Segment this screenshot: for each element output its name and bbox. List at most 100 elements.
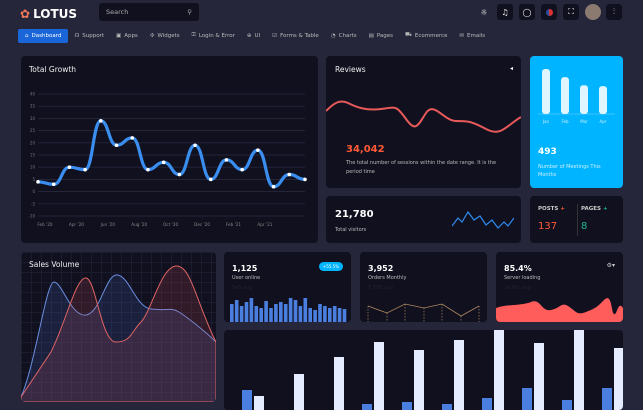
month-label: Apr [600,119,607,124]
online-bar [230,304,234,322]
x-tick-label: Feb '21 [226,222,242,227]
orders-label: Orders Monthly [368,275,407,281]
logo[interactable]: ✿ LOTUS [20,7,78,21]
nav-item-forms-table[interactable]: ☑ Forms & Table [266,29,325,43]
card-title: Reviews [335,65,366,74]
white-bar [414,350,424,410]
meeting-bar [599,86,607,114]
online-value: 1,125 [232,264,258,273]
online-bar [234,300,239,322]
white-bar [534,343,544,410]
data-point [256,148,260,152]
card-title: Total Growth [29,65,77,74]
server-label: Server loading [504,275,541,281]
bell-icon[interactable]: ♫ [497,4,513,20]
card-title: Sales Volume [29,260,80,269]
white-bar [614,348,623,410]
nav-item-label: Widgets [157,32,180,39]
y-tick-label: -10 [28,214,35,219]
nav-item-widgets[interactable]: ✣ Widgets [144,29,186,43]
pages-icon: ▤ [368,32,374,39]
white-bar [294,374,304,410]
meetings-label: Number of Meetings This Months [538,164,601,178]
main-nav: ⌂ Dashboard ☊ Support ▣ Apps ✣ Widgets ⚿ Login & … [18,28,491,43]
month-label: Feb [561,119,569,124]
data-point [99,119,103,123]
bottom-bar-chart-card [224,330,623,410]
y-tick-label: -5 [31,201,35,206]
settings-sliders-icon[interactable]: ⫶ [606,4,622,20]
lotus-icon: ✿ [20,7,31,21]
nav-item-label: Emails [467,32,486,39]
online-bar [318,304,322,322]
nav-item-label: Support [82,32,104,39]
search-input[interactable]: Search ⚲ [99,3,199,21]
nav-item-ecommerce[interactable]: ⛟ Ecommerce [399,28,453,43]
visitors-value: 21,780 [335,209,374,220]
online-bar [279,302,283,322]
reviews-card: Reviews ◂ 34,042 The total number of ses… [326,56,521,188]
y-tick-label: 20 [30,140,36,145]
bottom-bar-chart [242,330,623,410]
meetings-card: Jan Feb Mar Apr 493 Number of Meetings This… [530,56,623,188]
visitors-label: Total visitors [335,227,367,233]
nav-item-login-error[interactable]: ⚿ Login & Error [186,28,241,43]
orders-line-chart [367,303,480,322]
nav-item-pages[interactable]: ▤ Pages [363,29,399,43]
nav-item-ui[interactable]: ⊕ UI [241,29,266,43]
nav-item-apps[interactable]: ▣ Apps [110,29,144,43]
online-bar [244,302,249,322]
meeting-bar [542,69,550,114]
fullscreen-icon[interactable]: ⛶ [563,4,579,20]
add-post-icon[interactable]: + [560,206,565,212]
reviews-value: 34,042 [346,144,385,155]
blue-bar [442,404,452,410]
online-bar [342,309,347,322]
reviews-desc: The total number of sessions within the … [346,160,497,175]
online-bar [239,306,244,322]
data-point [146,167,150,172]
chat-icon[interactable]: ◯ [519,4,535,20]
online-bar [293,300,298,322]
server-value: 85.4% [504,264,532,273]
orders-avg: 9,758 avg [368,285,394,291]
blue-bar [562,400,572,410]
add-page-icon[interactable]: + [602,206,608,212]
online-bar [254,306,259,322]
blue-bar [362,404,372,410]
sales-volume-card: Sales Volume [21,252,216,402]
data-point [177,172,182,177]
gear-dropdown-icon[interactable]: ⚙▾ [606,262,615,269]
data-point [208,177,213,182]
apps-icon: ▣ [115,32,122,39]
x-tick-label: Dec '20 [194,222,210,227]
nav-item-emails[interactable]: ✉ Emails [453,29,491,43]
widgets-icon: ✣ [149,32,155,39]
flag-icon[interactable] [541,4,557,20]
nav-item-support[interactable]: ☊ Support [68,29,110,43]
orders-value: 3,952 [368,264,394,273]
total-growth-card: Total Growth 40 35 30 25 20 15 10 5 0 -5 -10 Feb '2… [21,56,318,243]
posts-value: 137 [538,221,558,232]
server-area-chart [496,298,623,322]
online-bar [249,298,254,322]
mail-icon: ✉ [459,32,465,39]
chart-icon: ◔ [330,32,336,39]
nav-item-label: Login & Error [198,32,235,39]
data-point [287,172,292,177]
cart-icon: ⛟ [405,32,412,38]
online-bar [313,310,317,322]
data-point [193,143,197,148]
nav-item-charts[interactable]: ◔ Charts [325,29,363,43]
online-bar-chart [230,298,347,322]
avatar[interactable] [585,4,601,20]
nav-item-dashboard[interactable]: ⌂ Dashboard [18,28,69,43]
y-tick-label: 25 [30,128,36,133]
month-label: Mar [580,119,588,124]
sun-icon[interactable]: ☼ [480,7,488,17]
data-point [240,167,244,172]
online-bar [269,308,273,322]
y-tick-label: 15 [30,153,36,158]
blue-bar [402,402,412,410]
megaphone-icon[interactable]: ◂ [509,65,513,72]
